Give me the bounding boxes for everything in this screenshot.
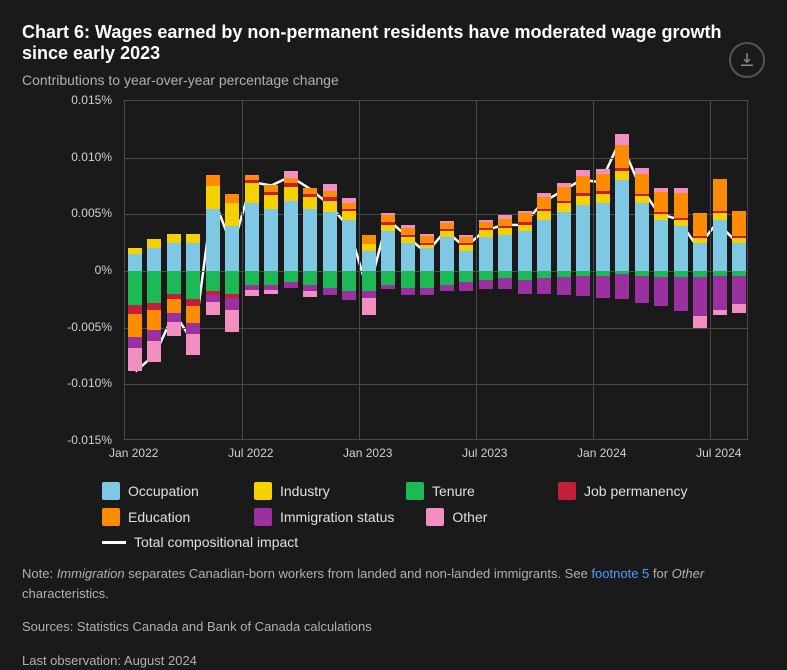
bar	[186, 101, 200, 441]
bar	[440, 101, 454, 441]
download-button[interactable]	[729, 42, 765, 78]
note-prefix: Note:	[22, 566, 57, 581]
bar	[420, 101, 434, 441]
bar	[303, 101, 317, 441]
bar	[284, 101, 298, 441]
bar	[654, 101, 668, 441]
x-axis-label: Jan 2024	[577, 446, 626, 460]
bar	[206, 101, 220, 441]
legend-item-job_permanency: Job permanency	[558, 482, 688, 500]
legend-item-other: Other	[426, 508, 546, 526]
download-icon	[738, 51, 756, 69]
note-em-immigration: Immigration	[57, 566, 125, 581]
bar	[596, 101, 610, 441]
bar	[557, 101, 571, 441]
y-axis-label: 0.010%	[22, 150, 112, 164]
note-mid: separates Canadian-born workers from lan…	[125, 566, 592, 581]
bar	[518, 101, 532, 441]
legend-item-immigration: Immigration status	[254, 508, 394, 526]
bar	[362, 101, 376, 441]
bar	[167, 101, 181, 441]
note-mid2: for	[649, 566, 671, 581]
legend-item-education: Education	[102, 508, 222, 526]
bar	[732, 101, 746, 441]
plot	[124, 100, 748, 440]
x-axis-label: Jan 2023	[343, 446, 392, 460]
chart-last-observation: Last observation: August 2024	[22, 651, 765, 670]
chart-sources: Sources: Statistics Canada and Bank of C…	[22, 617, 765, 637]
chart-subtitle: Contributions to year-over-year percenta…	[22, 72, 765, 88]
x-axis-label: Jan 2022	[109, 446, 158, 460]
legend-item-total: Total compositional impact	[102, 534, 298, 550]
bar	[459, 101, 473, 441]
bar	[264, 101, 278, 441]
chart-note: Note: Immigration separates Canadian-bor…	[22, 564, 765, 603]
x-axis-label: Jul 2024	[696, 446, 741, 460]
legend: Occupation Industry Tenure Job permanency Ed…	[102, 482, 762, 550]
legend-item-occupation: Occupation	[102, 482, 222, 500]
bar	[225, 101, 239, 441]
chart-title: Chart 6: Wages earned by non-permanent r…	[22, 22, 765, 64]
x-axis-label: Jul 2023	[462, 446, 507, 460]
y-axis-label: 0%	[22, 263, 112, 277]
y-axis-label: 0.005%	[22, 206, 112, 220]
bar	[576, 101, 590, 441]
bar	[498, 101, 512, 441]
bar	[693, 101, 707, 441]
bar	[128, 101, 142, 441]
legend-item-industry: Industry	[254, 482, 374, 500]
y-axis-label: -0.010%	[22, 376, 112, 390]
chart-area: -0.015%-0.010%-0.005%0%0.005%0.010%0.015…	[22, 100, 762, 450]
bar	[342, 101, 356, 441]
note-suffix: characteristics.	[22, 586, 109, 601]
bar	[479, 101, 493, 441]
y-axis-label: 0.015%	[22, 93, 112, 107]
bar	[381, 101, 395, 441]
footnote-link[interactable]: footnote 5	[591, 566, 649, 581]
y-axis-label: -0.015%	[22, 433, 112, 447]
legend-item-tenure: Tenure	[406, 482, 526, 500]
bar	[713, 101, 727, 441]
bar	[635, 101, 649, 441]
y-axis-label: -0.005%	[22, 320, 112, 334]
bar	[147, 101, 161, 441]
bar	[537, 101, 551, 441]
bar	[245, 101, 259, 441]
bar	[323, 101, 337, 441]
bar	[615, 101, 629, 441]
bar	[674, 101, 688, 441]
bar	[401, 101, 415, 441]
note-em-other: Other	[672, 566, 705, 581]
x-axis-label: Jul 2022	[228, 446, 273, 460]
